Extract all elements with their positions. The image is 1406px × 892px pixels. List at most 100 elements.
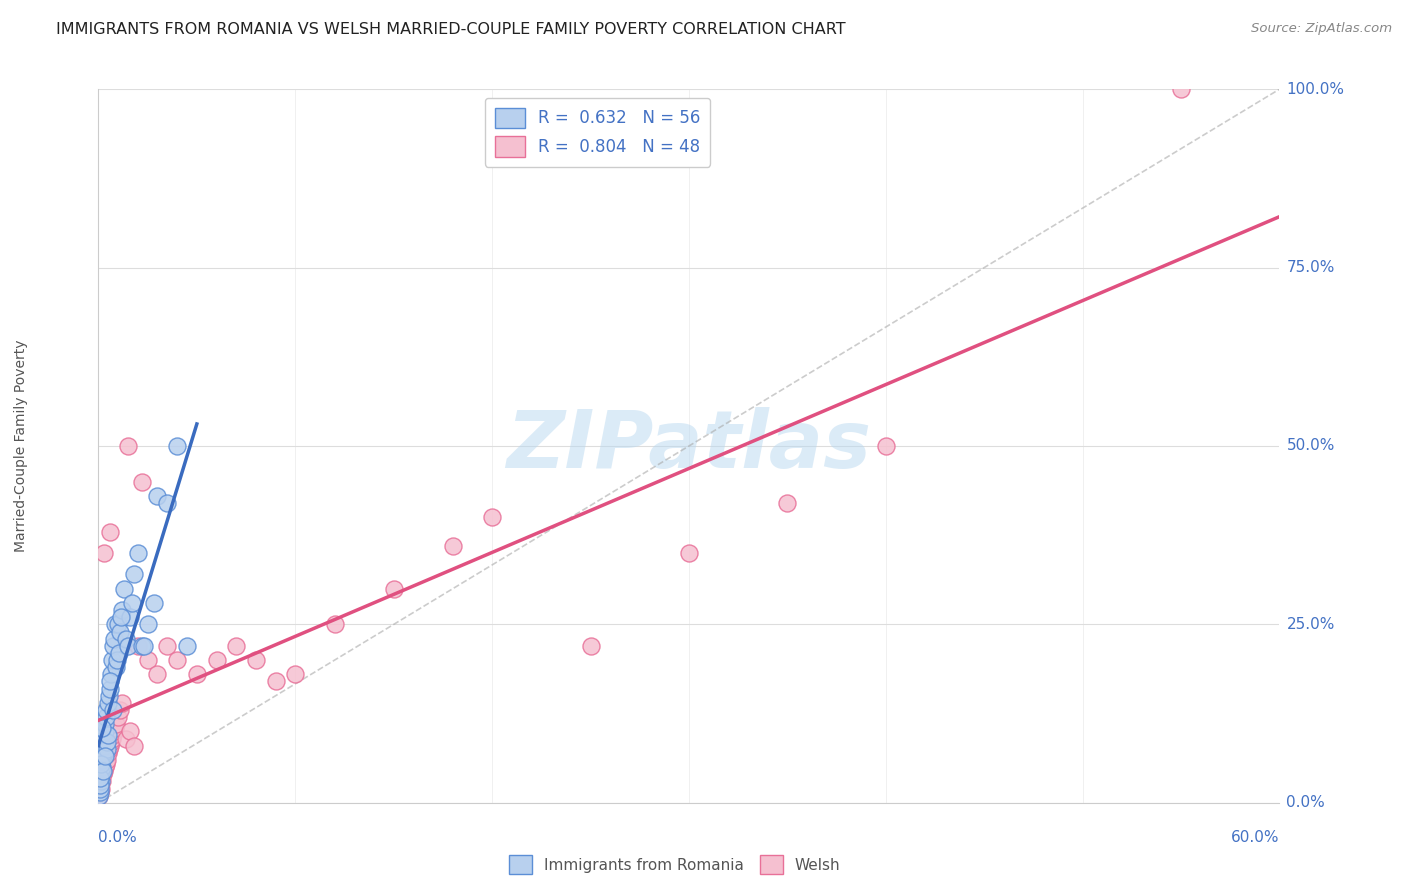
Point	[108, 646, 131, 660]
Point	[96, 703, 118, 717]
Point	[115, 632, 138, 646]
Point	[93, 746, 115, 760]
Point	[89, 789, 111, 803]
Legend: Immigrants from Romania, Welsh: Immigrants from Romania, Welsh	[503, 849, 846, 880]
Point	[98, 742, 121, 756]
Point	[122, 739, 145, 753]
Point	[90, 781, 112, 796]
Point	[103, 639, 124, 653]
Point	[89, 785, 111, 799]
Point	[101, 653, 124, 667]
Point	[105, 717, 128, 731]
Point	[132, 639, 155, 653]
Point	[93, 546, 115, 560]
Point	[101, 703, 124, 717]
Point	[96, 735, 118, 749]
Point	[136, 653, 159, 667]
Point	[91, 749, 114, 764]
Point	[96, 756, 118, 771]
Point	[108, 703, 131, 717]
Point	[98, 681, 121, 696]
Text: Married-Couple Family Poverty: Married-Couple Family Poverty	[14, 340, 28, 552]
Point	[146, 489, 169, 503]
Text: 0.0%: 0.0%	[1286, 796, 1326, 810]
Point	[97, 696, 120, 710]
Point	[142, 596, 165, 610]
Point	[110, 610, 132, 624]
Text: 60.0%: 60.0%	[1232, 830, 1279, 845]
Text: 100.0%: 100.0%	[1286, 82, 1344, 96]
Point	[481, 510, 503, 524]
Point	[89, 789, 111, 803]
Point	[284, 667, 307, 681]
Point	[127, 546, 149, 560]
Point	[100, 735, 122, 749]
Point	[111, 603, 134, 617]
Point	[94, 760, 117, 774]
Point	[118, 724, 141, 739]
Point	[166, 653, 188, 667]
Point	[97, 728, 120, 742]
Point	[118, 610, 141, 624]
Point	[103, 632, 125, 646]
Point	[98, 739, 121, 753]
Point	[91, 760, 114, 774]
Point	[90, 774, 112, 789]
Point	[91, 764, 114, 778]
Point	[90, 756, 112, 771]
Point	[136, 617, 159, 632]
Point	[93, 739, 115, 753]
Point	[105, 653, 128, 667]
Point	[105, 660, 128, 674]
Point	[127, 639, 149, 653]
Point	[245, 653, 267, 667]
Point	[107, 710, 129, 724]
Point	[875, 439, 897, 453]
Point	[103, 728, 124, 742]
Point	[121, 596, 143, 610]
Point	[117, 639, 139, 653]
Point	[91, 753, 114, 767]
Point	[131, 639, 153, 653]
Point	[115, 731, 138, 746]
Text: 50.0%: 50.0%	[1286, 439, 1334, 453]
Point	[91, 774, 114, 789]
Point	[101, 731, 124, 746]
Point	[97, 746, 120, 760]
Point	[104, 721, 127, 735]
Point	[205, 653, 228, 667]
Point	[108, 624, 131, 639]
Point	[96, 753, 118, 767]
Point	[122, 567, 145, 582]
Point	[146, 667, 169, 681]
Point	[166, 439, 188, 453]
Point	[186, 667, 208, 681]
Point	[104, 617, 127, 632]
Legend: R =  0.632   N = 56, R =  0.804   N = 48: R = 0.632 N = 56, R = 0.804 N = 48	[485, 97, 710, 167]
Point	[89, 785, 111, 799]
Text: IMMIGRANTS FROM ROMANIA VS WELSH MARRIED-COUPLE FAMILY POVERTY CORRELATION CHART: IMMIGRANTS FROM ROMANIA VS WELSH MARRIED…	[56, 22, 846, 37]
Point	[98, 674, 121, 689]
Point	[96, 742, 118, 756]
Text: 0.0%: 0.0%	[98, 830, 138, 845]
Point	[94, 710, 117, 724]
Point	[93, 724, 115, 739]
Point	[131, 475, 153, 489]
Point	[112, 582, 135, 596]
Point	[94, 717, 117, 731]
Point	[776, 496, 799, 510]
Point	[117, 439, 139, 453]
Point	[98, 524, 121, 539]
Point	[107, 617, 129, 632]
Point	[94, 749, 117, 764]
Point	[323, 617, 346, 632]
Point	[93, 731, 115, 746]
Text: ZIPatlas: ZIPatlas	[506, 407, 872, 485]
Text: 75.0%: 75.0%	[1286, 260, 1334, 275]
Point	[93, 767, 115, 781]
Point	[90, 721, 112, 735]
Point	[90, 767, 112, 781]
Point	[678, 546, 700, 560]
Point	[111, 696, 134, 710]
Point	[579, 639, 602, 653]
